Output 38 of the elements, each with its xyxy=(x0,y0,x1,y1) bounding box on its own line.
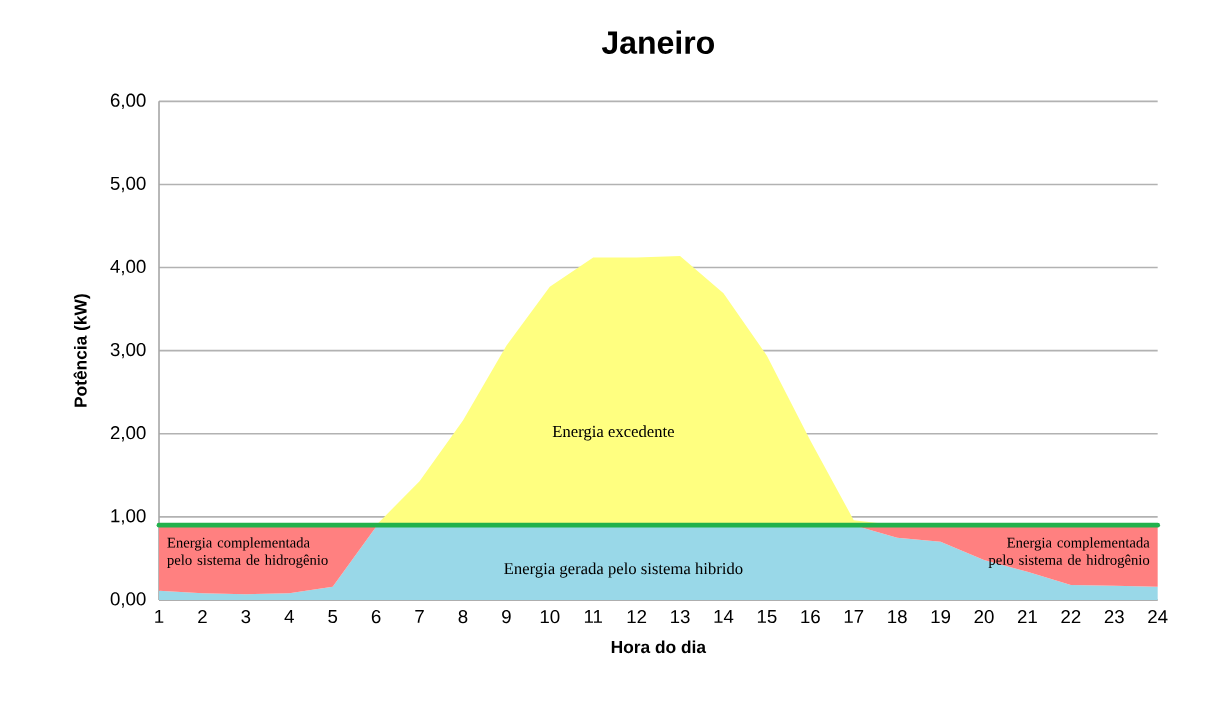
x-axis-title: Hora do dia xyxy=(611,640,707,654)
annotation: Energia excedente xyxy=(552,425,674,441)
x-tick-label: 11 xyxy=(584,610,602,623)
x-tick-label: 5 xyxy=(328,610,338,624)
y-tick-label: 4,00 xyxy=(110,259,146,276)
y-tick-label: 6,00 xyxy=(110,93,146,110)
x-tick-label: 1 xyxy=(155,610,164,623)
annotation: Energia gerada pelo sistema hibrido xyxy=(504,562,743,578)
y-tick-label: 1,00 xyxy=(111,509,146,525)
x-tick-label: 23 xyxy=(1104,610,1124,624)
x-tick-label: 16 xyxy=(801,610,820,624)
x-tick-label: 7 xyxy=(415,610,424,623)
x-tick-label: 21 xyxy=(1017,610,1037,624)
x-tick-label: 9 xyxy=(502,610,511,624)
x-tick-label: 17 xyxy=(844,610,864,623)
x-tick-label: 12 xyxy=(627,610,647,624)
annotation: Energia complementada pelo sistema de hidrogênio xyxy=(988,537,1150,568)
x-tick-label: 24 xyxy=(1148,610,1168,624)
x-tick-label: 6 xyxy=(371,610,381,624)
x-tick-label: 18 xyxy=(888,610,907,624)
y-axis-title: Potência (kW) xyxy=(73,294,91,407)
x-tick-label: 14 xyxy=(714,610,734,623)
x-tick-label: 10 xyxy=(540,610,560,624)
x-tick-label: 15 xyxy=(757,610,777,624)
x-tick-label: 3 xyxy=(241,610,251,624)
annotation: Energia complementada pelo sistema de hidrogênio xyxy=(167,537,328,568)
y-tick-label: 3,00 xyxy=(110,342,146,359)
chart-title: Janeiro xyxy=(601,30,714,54)
x-tick-label: 8 xyxy=(458,610,468,624)
y-tick-label: 5,00 xyxy=(110,176,146,193)
x-tick-label: 19 xyxy=(931,610,951,624)
y-tick-label: 0,00 xyxy=(110,592,146,608)
x-tick-label: 13 xyxy=(671,610,690,624)
y-tick-label: 2,00 xyxy=(110,426,146,442)
x-tick-label: 4 xyxy=(284,610,294,623)
x-tick-label: 20 xyxy=(974,610,994,624)
x-tick-label: 2 xyxy=(198,610,207,624)
x-tick-label: 22 xyxy=(1061,610,1081,624)
